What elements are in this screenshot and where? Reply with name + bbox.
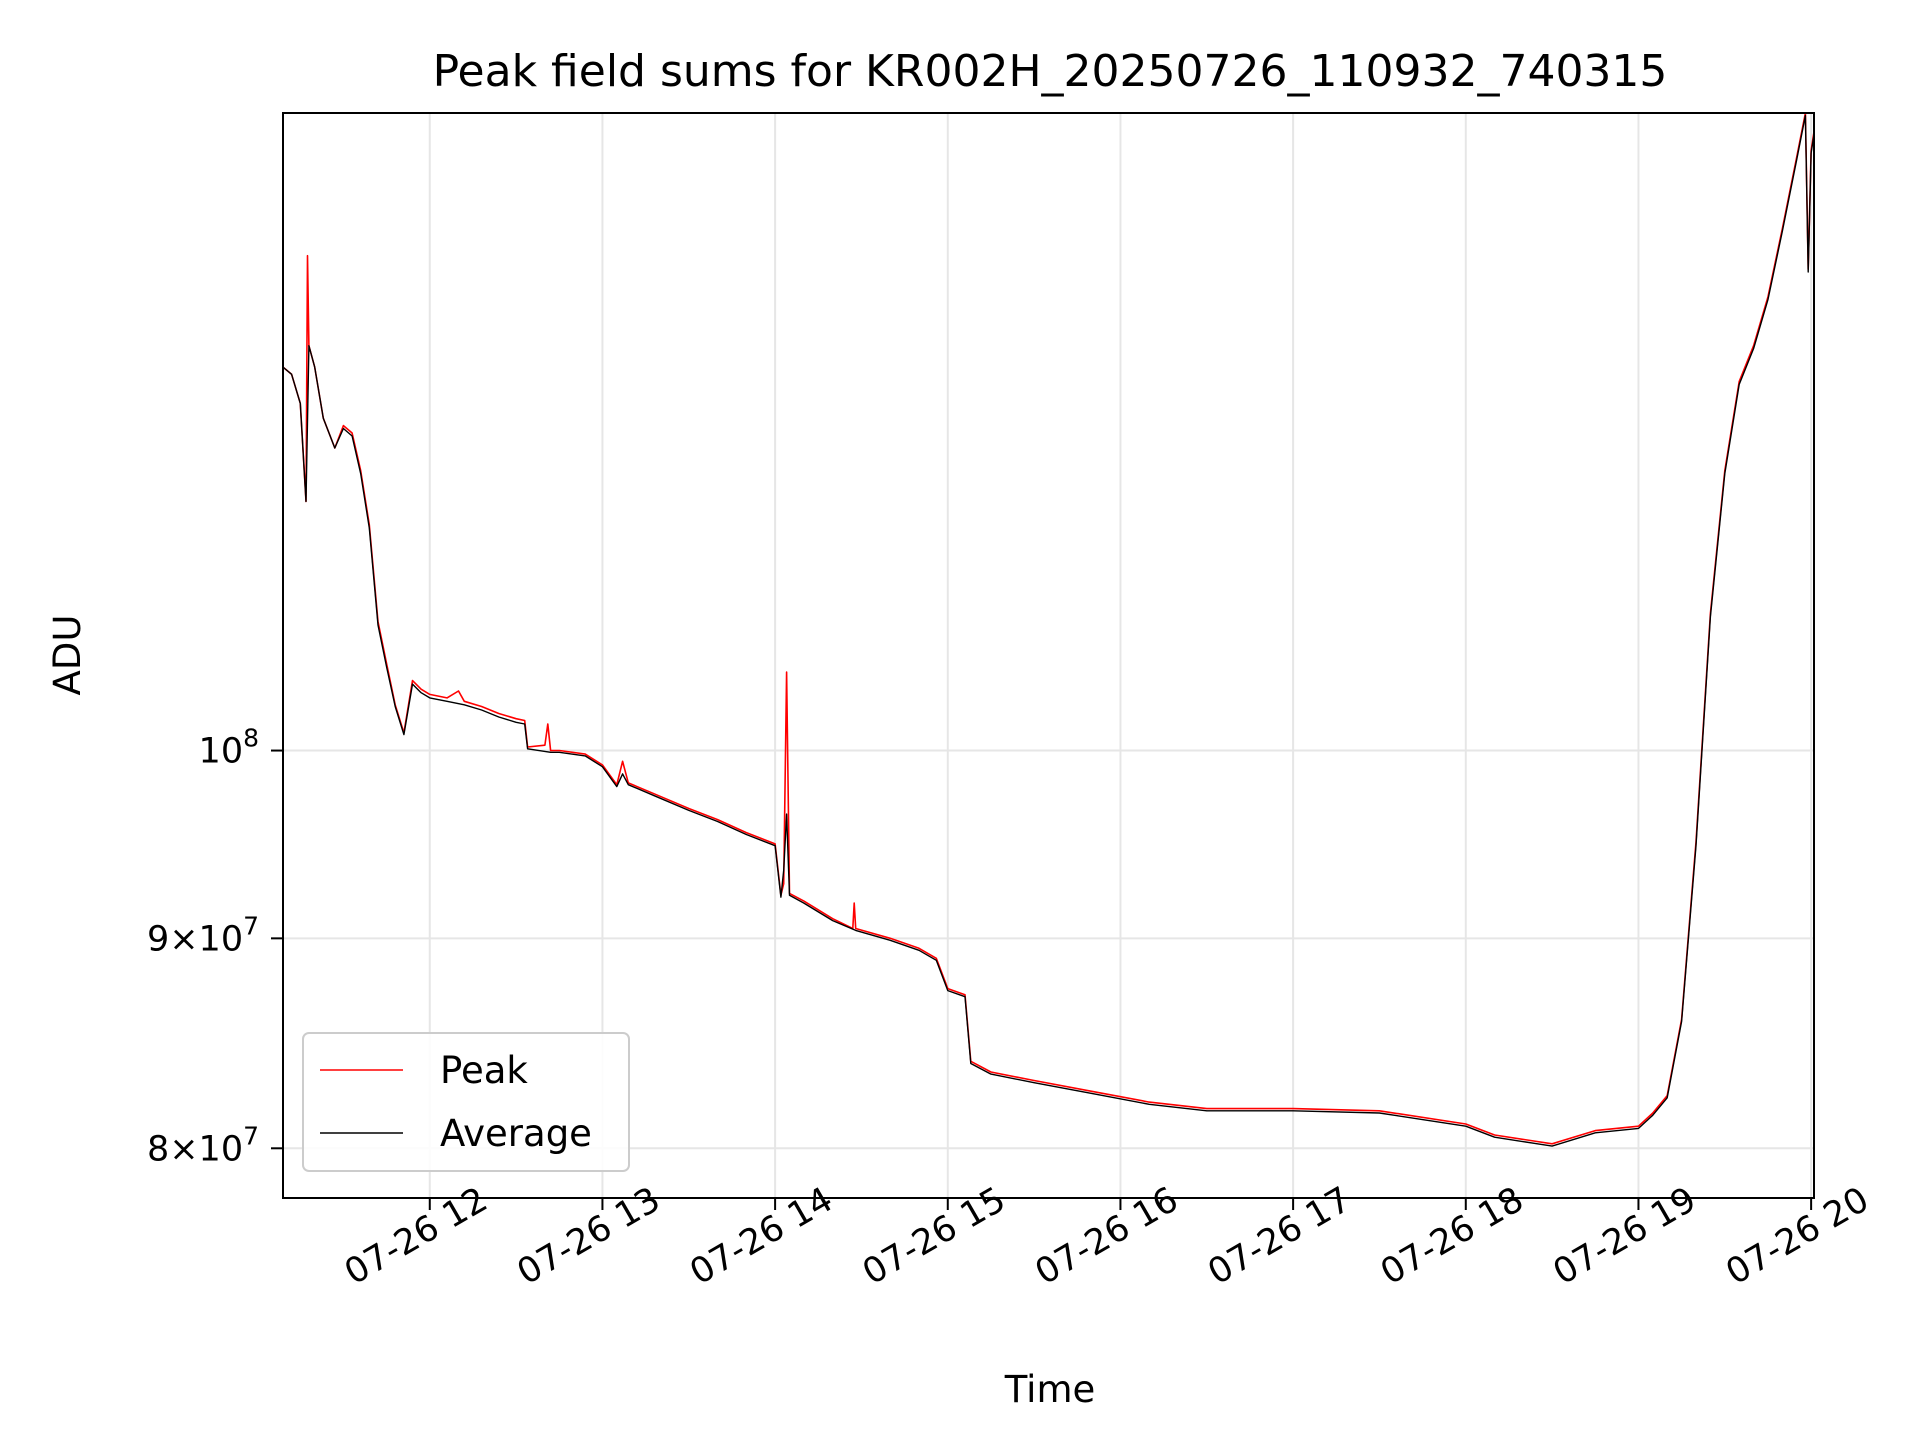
chart-title: Peak field sums for KR002H_20250726_1109… [433,46,1668,97]
legend-label-peak: Peak [440,1049,528,1092]
series-layer [282,112,1815,1147]
plot-frame [282,112,1815,1199]
y-tick-label: 8×107 [147,1121,259,1169]
y-axis-label: ADU [46,615,89,696]
y-tick-label: 9×107 [147,911,259,959]
grid [283,113,1814,1198]
series-line-average [282,114,1815,1147]
legend-label-average: Average [440,1112,592,1155]
legend: Peak Average [302,1032,630,1172]
legend-box [302,1032,630,1172]
x-axis-label: Time [1004,1368,1096,1411]
